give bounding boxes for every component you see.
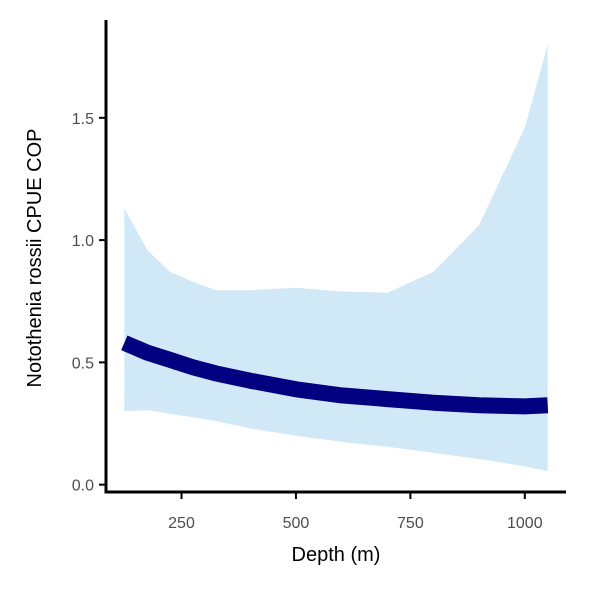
x-tick-label: 250 [168, 515, 195, 532]
y-axis-title: Notothenia rossii CPUE COP [24, 129, 46, 388]
x-tick-label: 750 [397, 515, 424, 532]
y-tick-label: 0.5 [72, 355, 94, 372]
y-tick-label: 0.0 [72, 478, 94, 495]
x-axis-title: Depth (m) [292, 544, 381, 566]
x-tick-label: 1000 [507, 515, 543, 532]
y-tick-label: 1.5 [72, 111, 94, 128]
confidence-ribbon [124, 44, 548, 472]
fitted-line [121, 335, 549, 415]
plot-area [121, 44, 549, 472]
axes: 250 500 750 1000 0.0 0.5 1.0 1.5 [72, 20, 566, 532]
x-tick-label: 500 [283, 515, 310, 532]
y-tick-label: 1.0 [72, 233, 94, 250]
